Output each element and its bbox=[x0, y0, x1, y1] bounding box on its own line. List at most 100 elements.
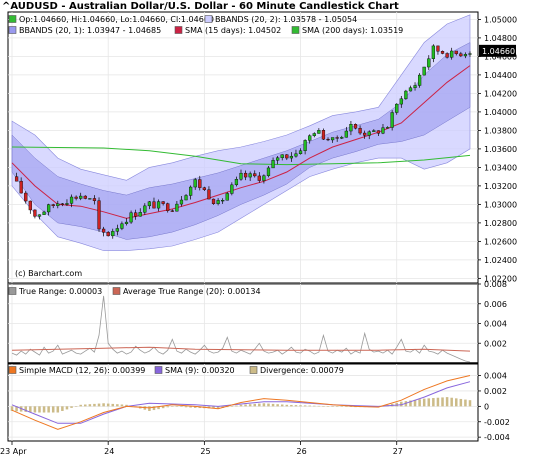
divergence-bar bbox=[395, 402, 398, 407]
macd-legend: Simple MACD (12, 26): 0.00399 SMA (9): 0.… bbox=[8, 366, 344, 375]
sma-200-line bbox=[11, 146, 471, 166]
divergence-bar bbox=[93, 403, 96, 407]
price-tick-label: 1.02200 bbox=[484, 274, 517, 283]
candle-up bbox=[234, 179, 239, 186]
candle-down bbox=[376, 130, 381, 134]
divergence-bar bbox=[161, 406, 165, 409]
candle-down bbox=[436, 45, 440, 52]
divergence-bar bbox=[464, 399, 467, 407]
candle-down bbox=[335, 137, 339, 139]
divergence-bar bbox=[56, 406, 60, 413]
divergence-bar bbox=[111, 403, 115, 407]
atr-tick-label: 0.006 bbox=[484, 300, 507, 309]
x-tick-label: 25 bbox=[200, 447, 210, 456]
divergence-bar bbox=[102, 403, 105, 407]
macd-tick-label: 0 bbox=[484, 402, 489, 411]
candle-up bbox=[179, 199, 184, 205]
price-tick-label: 1.04800 bbox=[484, 34, 517, 43]
candle-up bbox=[262, 175, 266, 181]
price-tick-label: 1.03800 bbox=[484, 126, 517, 135]
candle-up bbox=[312, 133, 316, 136]
candle-up bbox=[248, 173, 252, 178]
divergence-bar bbox=[212, 406, 215, 409]
divergence-bar bbox=[42, 406, 46, 413]
divergence-bar bbox=[244, 404, 247, 407]
candle-up bbox=[294, 153, 298, 157]
divergence-bar bbox=[70, 406, 73, 408]
candle-down bbox=[459, 53, 463, 57]
divergence-bar bbox=[97, 403, 101, 407]
candle-up bbox=[65, 203, 69, 205]
divergence-bar bbox=[235, 405, 238, 407]
divergence-bar bbox=[299, 405, 302, 407]
legend-swatch-sig bbox=[154, 366, 163, 374]
candle-up bbox=[193, 179, 197, 188]
atr-tick-label: 0.002 bbox=[484, 339, 507, 348]
legend-swatch-bb2 bbox=[204, 15, 213, 23]
candle-up bbox=[69, 196, 74, 204]
divergence-bar bbox=[418, 399, 421, 407]
legend-div: Divergence: 0.00079 bbox=[260, 366, 344, 375]
candle-up bbox=[115, 228, 119, 232]
candle-up bbox=[156, 201, 161, 209]
divergence-bar bbox=[230, 406, 234, 407]
candle-up bbox=[189, 186, 193, 196]
divergence-bar bbox=[258, 403, 261, 407]
divergence-bar bbox=[74, 406, 78, 407]
divergence-bar bbox=[152, 406, 156, 411]
candle-up bbox=[317, 130, 321, 134]
divergence-bar bbox=[267, 403, 270, 407]
divergence-bar bbox=[322, 406, 325, 407]
price-tick-label: 1.03000 bbox=[484, 200, 517, 209]
candle-down bbox=[33, 209, 37, 217]
candle-up bbox=[372, 130, 376, 132]
divergence-bar bbox=[51, 406, 55, 413]
candle-up bbox=[385, 127, 390, 129]
candle-up bbox=[431, 45, 435, 59]
divergence-bar bbox=[262, 403, 266, 407]
legend-macd: Simple MACD (12, 26): 0.00399 bbox=[19, 366, 145, 375]
candle-down bbox=[97, 200, 101, 230]
candle-down bbox=[198, 179, 202, 188]
candle-down bbox=[28, 200, 32, 211]
candle-up bbox=[298, 150, 303, 155]
candle-up bbox=[129, 212, 133, 223]
divergence-bar bbox=[171, 406, 174, 407]
candle-up bbox=[47, 204, 51, 213]
legend-swatch-macd bbox=[8, 366, 17, 374]
legend-swatch-tr bbox=[8, 287, 17, 295]
macd-panel: 0.004 0.002 0 -0.002 -0.004 Simple MACD (12, … bbox=[7, 363, 510, 442]
atr-legend: True Range: 0.00003 Average True Range (2… bbox=[8, 287, 261, 296]
candle-up bbox=[395, 103, 399, 113]
divergence-bar bbox=[10, 406, 14, 411]
chart-title: ^AUDUSD - Australian Dollar/U.S. Dollar … bbox=[2, 1, 399, 12]
candle-down bbox=[19, 180, 23, 194]
divergence-bar bbox=[441, 397, 444, 407]
legend-swatch-div bbox=[249, 366, 258, 374]
candle-down bbox=[202, 187, 206, 190]
candle-down bbox=[363, 132, 367, 136]
divergence-bar bbox=[317, 405, 321, 407]
legend-swatch-atr bbox=[112, 287, 121, 295]
candle-up bbox=[450, 50, 454, 58]
candle-up bbox=[308, 135, 312, 141]
divergence-bar bbox=[239, 404, 243, 407]
candle-down bbox=[166, 203, 170, 211]
candle-up bbox=[175, 203, 179, 212]
candle-up bbox=[330, 137, 335, 141]
divergence-bar bbox=[294, 405, 298, 407]
legend-swatch-ohlc bbox=[8, 15, 17, 23]
candle-down bbox=[454, 50, 458, 54]
candle-up bbox=[463, 54, 468, 57]
last-price-box bbox=[479, 44, 516, 57]
divergence-bar bbox=[148, 406, 151, 411]
candle-down bbox=[440, 51, 445, 54]
price-tick-label: 1.03400 bbox=[484, 163, 517, 172]
candle-down bbox=[14, 176, 19, 182]
atr-panel: 0.008 0.006 0.004 0.002 True Range: 0.00003 A… bbox=[7, 280, 507, 364]
divergence-bar bbox=[184, 406, 188, 408]
candle-down bbox=[92, 198, 97, 201]
candle-down bbox=[326, 138, 330, 141]
candle-up bbox=[408, 87, 413, 92]
